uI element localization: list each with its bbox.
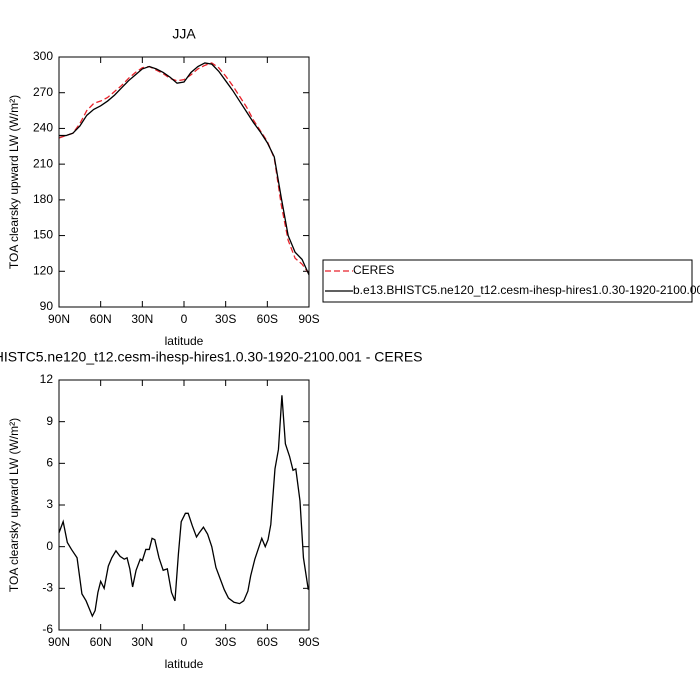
x-tick-label: 60N	[90, 312, 112, 326]
x-tick-label: 60S	[257, 635, 278, 649]
x-tick-label: 30S	[215, 635, 236, 649]
x-axis-label: latitude	[165, 657, 204, 671]
y-tick-label: 180	[33, 192, 53, 206]
x-tick-label: 0	[181, 635, 188, 649]
y-axis-label: TOA clearsky upward LW (W/m²)	[7, 418, 21, 592]
y-tick-label: 9	[46, 414, 53, 428]
y-tick-label: 12	[40, 372, 54, 386]
x-tick-label: 30N	[131, 312, 153, 326]
y-tick-label: 240	[33, 121, 53, 135]
legend-label: CERES	[353, 263, 394, 277]
x-tick-label: 60N	[90, 635, 112, 649]
y-axis-label: TOA clearsky upward LW (W/m²)	[7, 95, 21, 269]
x-tick-label: 90N	[48, 312, 70, 326]
y-tick-label: 210	[33, 156, 53, 170]
x-tick-label: 90N	[48, 635, 70, 649]
data-line	[59, 62, 310, 276]
plot-frame	[58, 56, 310, 308]
y-tick-label: -6	[42, 622, 53, 636]
legend-label: b.e13.BHISTC5.ne120_t12.cesm-ihesp-hires…	[353, 283, 700, 297]
x-tick-label: 30S	[215, 312, 236, 326]
x-axis-label: latitude	[165, 334, 204, 348]
y-tick-label: 150	[33, 228, 53, 242]
data-line	[58, 62, 310, 275]
x-tick-label: 60S	[257, 312, 278, 326]
chart-title: JJA	[172, 26, 196, 42]
data-line	[58, 395, 309, 618]
y-tick-label: 270	[33, 85, 53, 99]
x-tick-label: 90S	[298, 312, 319, 326]
y-tick-label: 3	[46, 497, 53, 511]
legend-box	[322, 259, 693, 303]
y-tick-label: 90	[40, 299, 54, 313]
y-tick-label: -3	[42, 581, 53, 595]
y-tick-label: 120	[33, 263, 53, 277]
x-tick-label: 90S	[298, 635, 319, 649]
y-tick-label: 300	[33, 49, 53, 63]
y-tick-label: 6	[46, 456, 53, 470]
x-tick-label: 30N	[131, 635, 153, 649]
y-tick-label: 0	[46, 539, 53, 553]
plot-frame	[58, 379, 310, 631]
chart-title: b.e13.BHISTC5.ne120_t12.cesm-ihesp-hires…	[0, 349, 423, 365]
x-tick-label: 0	[181, 312, 188, 326]
